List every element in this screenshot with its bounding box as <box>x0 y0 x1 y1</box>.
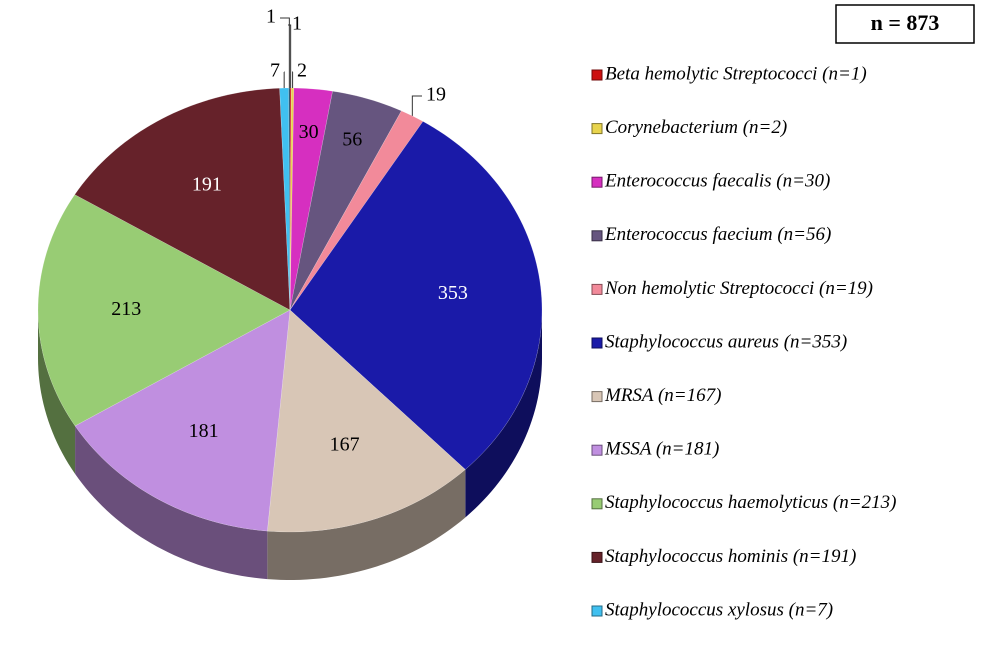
pie-slice <box>289 87 295 311</box>
legend-swatch <box>591 283 603 295</box>
legend-label: Non hemolytic Streptococci (n=19) <box>604 278 873 299</box>
legend-swatch <box>591 123 603 135</box>
legend-label: Staphylococcus haemolyticus (n=213) <box>605 492 896 513</box>
data-label: 2 <box>297 60 307 82</box>
legend-label: Staphylococcus aureus (n=353) <box>605 331 847 352</box>
leader-line <box>411 95 422 116</box>
data-label: 181 <box>189 420 219 442</box>
legend-label: Corynebacterium (n=2) <box>605 117 787 138</box>
data-label: 30 <box>299 121 319 143</box>
legend-swatch <box>591 176 603 188</box>
data-label: 167 <box>330 434 360 456</box>
pie-slice <box>289 110 424 311</box>
pie-slice <box>37 194 291 427</box>
legend-label: MSSA (n=181) <box>604 439 719 460</box>
pie-sides <box>38 310 542 580</box>
legend-swatch <box>591 230 603 242</box>
legend-swatch <box>591 444 603 456</box>
legend-label: Enterococcus faecium (n=56) <box>604 224 831 245</box>
data-label: 56 <box>342 129 362 151</box>
pie-side <box>75 425 268 580</box>
pie-side <box>267 469 466 580</box>
pie-side <box>465 310 542 518</box>
data-label: 1 <box>266 6 276 28</box>
data-label: 1 <box>292 13 302 35</box>
pie-side <box>38 310 76 474</box>
legend-swatch <box>591 498 603 510</box>
pie-slice <box>74 309 291 532</box>
legend-label: Beta hemolytic Streptococci (n=1) <box>605 63 867 84</box>
legend-label: Staphylococcus xylosus (n=7) <box>605 599 833 620</box>
data-label: 353 <box>438 282 468 304</box>
data-label: 19 <box>426 84 446 106</box>
data-label: 7 <box>270 60 280 82</box>
legend-swatch <box>591 69 603 81</box>
annotation: n = 873 <box>871 10 940 35</box>
pie-slice <box>289 90 402 311</box>
legend-swatch <box>591 551 603 563</box>
legend-swatch <box>591 605 603 617</box>
annotation-box <box>835 4 975 44</box>
pie-slice <box>267 309 466 533</box>
legend-label: Staphylococcus hominis (n=191) <box>605 546 856 567</box>
legend-label: MRSA (n=167) <box>604 385 721 406</box>
leader-line <box>280 17 290 89</box>
pie-slice <box>289 121 543 470</box>
legend-swatch <box>591 337 603 349</box>
legend-swatch <box>591 391 603 403</box>
data-label: 191 <box>192 173 222 195</box>
data-label: 213 <box>111 298 141 320</box>
pie-slice <box>289 87 333 311</box>
legend-label: Enterococcus faecalis (n=30) <box>604 171 830 192</box>
pie-slice <box>74 87 291 311</box>
